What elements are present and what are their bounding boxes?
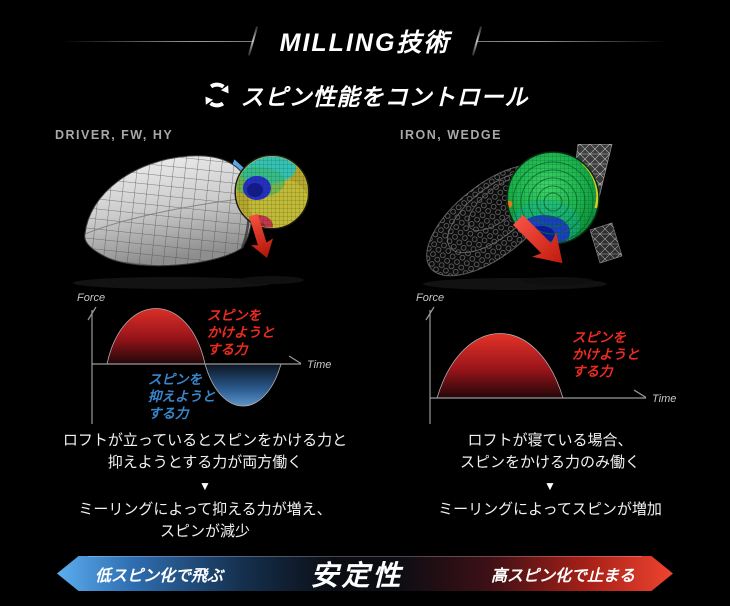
x-axis-arrow: [288, 355, 302, 365]
banner-highlight: [87, 556, 643, 557]
subtitle: スピン性能をコントロール: [0, 78, 730, 112]
iron-description-line2: スピンをかける力のみ働く: [459, 454, 640, 471]
x-axis-arrow: [633, 389, 647, 399]
iron-graph-svg: Force Time スピンを かけようと する力: [416, 292, 676, 424]
down-triangle-icon: ▼: [544, 479, 556, 493]
y-axis-arrow: [87, 306, 97, 321]
y-axis-arrow: [425, 306, 435, 321]
iron-result-line1: ミーリングによってスピンが増加: [438, 501, 662, 518]
force-time-graph-iron: Force Time スピンを かけようと する力: [400, 290, 700, 424]
stability-banner: 低スピン化で飛ぶ 安定性 高スピン化で止まる: [57, 556, 673, 591]
comparison-columns: DRIVER, FW, HY: [0, 128, 730, 543]
driver-description-line2: 抑えようとする力が両方働く: [107, 454, 303, 471]
positive-force-curve: [436, 333, 564, 399]
driver-description-line1: ロフトが立っているとスピンをかける力と: [62, 432, 348, 449]
positive-force-label: スピンを かけようと する力: [572, 330, 643, 379]
driver-head-mesh: [84, 155, 253, 267]
negative-force-label: スピンを 抑えようと する力: [148, 372, 219, 421]
banner-stability-label: 安定性: [310, 559, 404, 591]
x-axis-label: Time: [307, 359, 331, 371]
driver-reflection: [73, 277, 273, 289]
driver-result-line1: ミーリングによって抑える力が増え、: [78, 501, 332, 518]
impact-simulation-ball: [234, 154, 310, 230]
iron-head-visual: [400, 144, 700, 290]
ball-reflection: [240, 276, 304, 284]
header-line-right: [478, 40, 669, 42]
driver-description: ロフトが立っているとスピンをかける力と 抑えようとする力が両方働く: [55, 430, 355, 474]
ball-reflection: [522, 277, 594, 285]
force-time-graph-driver: Force Time スピンを かけようと する力 スピンを 抑えようと する力: [55, 290, 355, 424]
driver-head-visual: [55, 144, 355, 290]
down-triangle-icon: ▼: [199, 479, 211, 493]
column-iron: IRON, WEDGE: [400, 128, 700, 543]
negative-force-curve: [204, 363, 282, 407]
iron-description-line1: ロフトが寝ている場合、: [467, 432, 633, 449]
y-axis-label: Force: [77, 292, 105, 304]
x-axis-label: Time: [652, 393, 676, 405]
spin-rotate-icon: [204, 82, 229, 108]
column-iron-label: IRON, WEDGE: [400, 128, 502, 142]
driver-graph-svg: Force Time スピンを かけようと する力 スピンを 抑えようと する力: [77, 292, 331, 424]
iron-impact-render: [423, 144, 623, 290]
banner-gradient-bar: [57, 556, 673, 591]
spin-force-arrow-icon: [249, 213, 274, 259]
header: MILLING技術: [0, 0, 730, 58]
y-axis-label: Force: [416, 292, 444, 304]
column-driver: DRIVER, FW, HY: [55, 128, 355, 543]
banner-high-spin-label: 高スピン化で止まる: [490, 567, 635, 585]
header-line-left: [62, 40, 252, 42]
spin-force-arrow-icon: [513, 215, 563, 264]
driver-impact-render: [73, 154, 310, 289]
column-driver-label: DRIVER, FW, HY: [55, 128, 174, 142]
iron-description: ロフトが寝ている場合、 スピンをかける力のみ働く: [400, 430, 700, 474]
driver-result-line2: スピンが減少: [159, 523, 250, 540]
driver-result: ミーリングによって抑える力が増え、 スピンが減少: [55, 499, 355, 543]
subtitle-text: スピン性能をコントロール: [240, 84, 529, 110]
banner-low-spin-label: 低スピン化で飛ぶ: [95, 567, 224, 585]
positive-force-curve: [106, 308, 206, 365]
positive-force-label: スピンを かけようと する力: [207, 308, 278, 357]
page-title: MILLING技術: [279, 29, 451, 57]
iron-result: ミーリングによってスピンが増加: [400, 499, 700, 543]
